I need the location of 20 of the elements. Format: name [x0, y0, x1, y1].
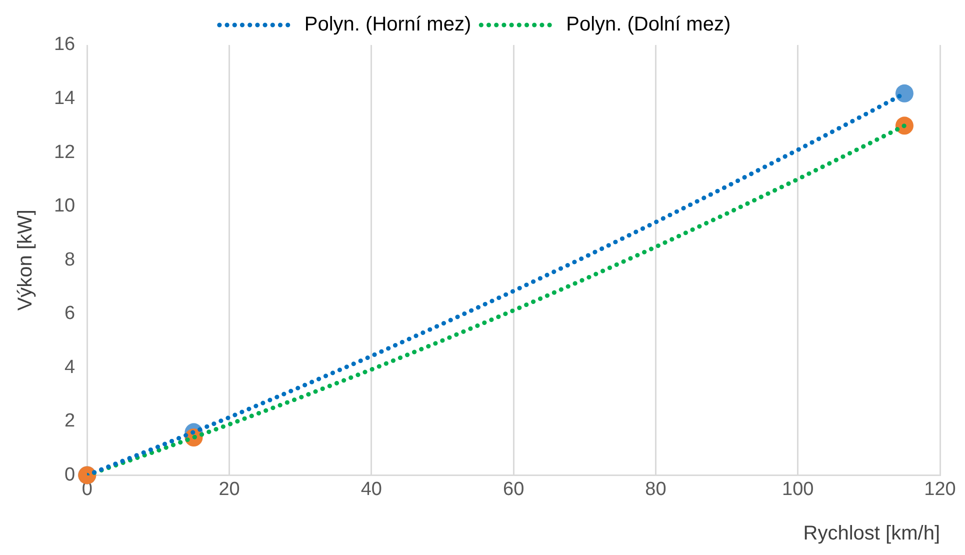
legend-label: Polyn. (Dolní mez) [566, 14, 731, 36]
y-tick-label: 8 [64, 249, 76, 270]
x-tick-label: 20 [218, 478, 240, 500]
y-tick-label: 16 [54, 34, 76, 56]
x-tick-label: 100 [782, 478, 814, 500]
y-tick-label: 0 [64, 464, 76, 486]
point [895, 84, 914, 102]
y-tick-label: 4 [64, 356, 76, 378]
x-axis-title: Rychlost [km/h] [803, 522, 940, 545]
y-tick-label: 14 [54, 88, 76, 110]
y-tick-label: 2 [64, 410, 76, 432]
x-tick-label: 120 [924, 478, 956, 500]
x-tick-label: 60 [502, 478, 524, 500]
y-axis-title: Výkon [kW] [14, 210, 37, 311]
y-tick-label: 12 [54, 142, 76, 163]
y-tick-label: 10 [54, 196, 76, 217]
x-tick-label: 80 [645, 478, 666, 500]
y-tick-label: 6 [64, 303, 76, 324]
legend-label: Polyn. (Horní mez) [304, 14, 472, 36]
x-tick-label: 40 [360, 478, 382, 500]
